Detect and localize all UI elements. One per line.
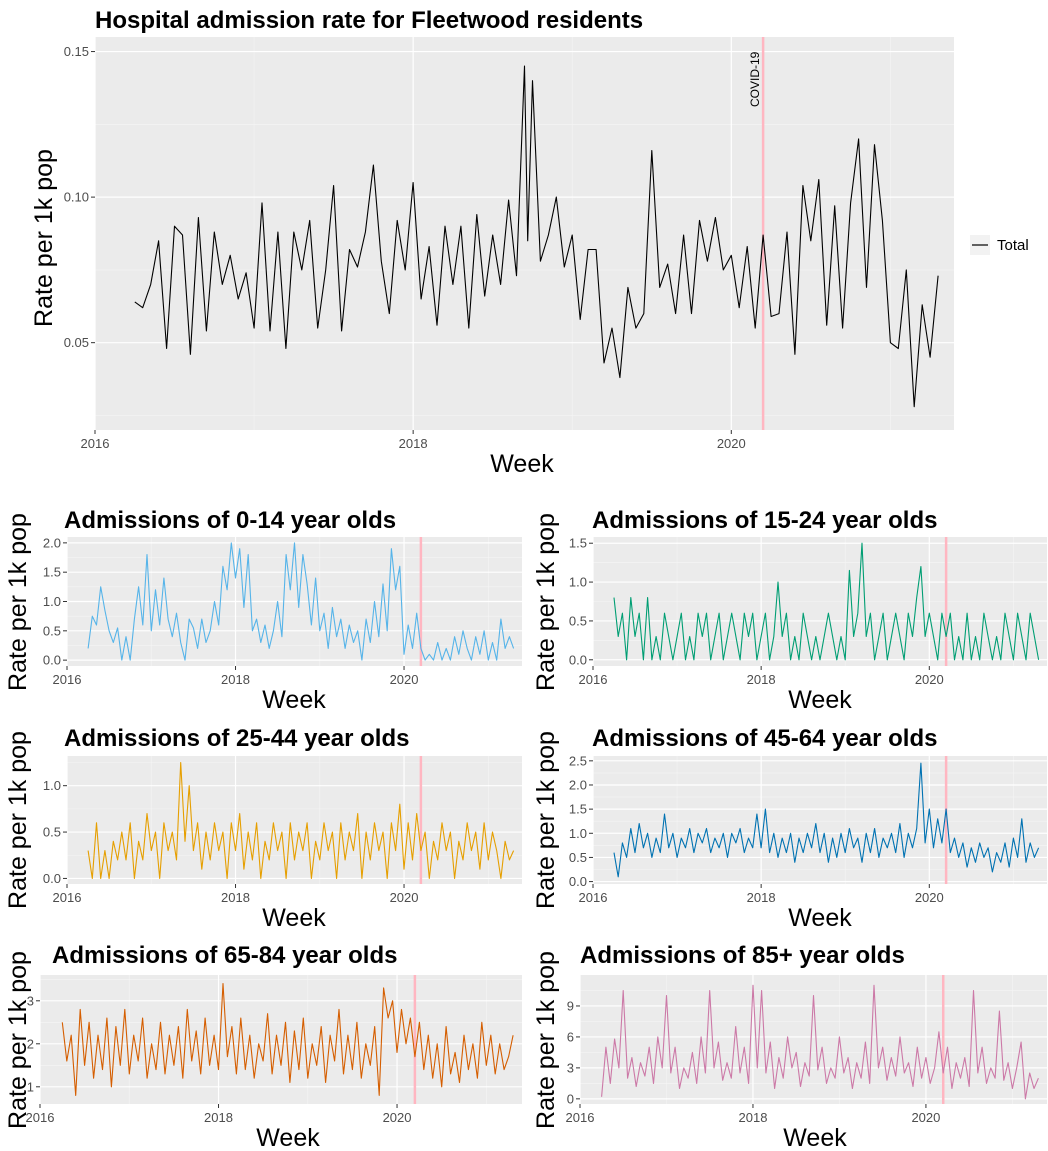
x-axis-label: Week bbox=[262, 904, 326, 932]
y-axis-label: Rate per 1k pop bbox=[4, 731, 32, 909]
y-tick-label: 0.15 bbox=[64, 44, 89, 59]
legend: Total bbox=[970, 235, 1029, 255]
x-tick-label: 2020 bbox=[383, 1110, 412, 1125]
y-axis-label: Rate per 1k pop bbox=[4, 951, 32, 1129]
x-tick-label: 2016 bbox=[81, 436, 110, 451]
x-axis-label: Week bbox=[262, 686, 326, 714]
x-tick-label: 2018 bbox=[221, 672, 250, 687]
chart-title: Admissions of 25-44 year olds bbox=[64, 725, 409, 752]
y-tick-label: 0.5 bbox=[43, 825, 61, 840]
x-tick-label: 2016 bbox=[579, 890, 608, 905]
y-tick-label: 0.05 bbox=[64, 335, 89, 350]
y-tick-label: 0.0 bbox=[569, 652, 587, 667]
plot-panel-background bbox=[67, 756, 522, 884]
chart-panel-5: 2016 2018 2020 1 2 3 Admissions of 65-84 year … bbox=[4, 942, 522, 1151]
y-axis-label: Rate per 1k pop bbox=[30, 149, 58, 327]
x-tick-label: 2020 bbox=[915, 890, 944, 905]
chart-panel-0: 2016 2018 2020 0.05 0.10 0.15 COVID-19 Hospital… bbox=[30, 7, 1029, 478]
x-tick-label: 2018 bbox=[747, 672, 776, 687]
chart-title: Admissions of 0-14 year olds bbox=[64, 507, 396, 534]
series-line-rate bbox=[87, 542, 515, 661]
y-tick-label: 1.0 bbox=[43, 778, 61, 793]
chart-title: Admissions of 85+ year olds bbox=[580, 942, 905, 969]
series-line-total bbox=[134, 65, 939, 408]
y-tick-label: 1.5 bbox=[43, 565, 61, 580]
y-tick-label: 0.0 bbox=[569, 874, 587, 889]
x-tick-label: 2018 bbox=[399, 436, 428, 451]
y-tick-label: 0.5 bbox=[569, 850, 587, 865]
x-tick-label: 2018 bbox=[204, 1110, 233, 1125]
x-axis-label: Week bbox=[788, 686, 852, 714]
chart-title: Admissions of 15-24 year olds bbox=[592, 507, 937, 534]
series-line-rate bbox=[87, 761, 515, 879]
plot-panel-background bbox=[40, 975, 522, 1104]
x-axis-label: Week bbox=[256, 1124, 320, 1151]
y-axis-label: Rate per 1k pop bbox=[4, 513, 32, 691]
x-tick-label: 2016 bbox=[26, 1110, 55, 1125]
covid-annotation-label: COVID-19 bbox=[748, 51, 762, 107]
plot-panel-background bbox=[593, 756, 1047, 884]
y-tick-label: 1.5 bbox=[569, 802, 587, 817]
y-tick-label: 1 bbox=[27, 1079, 34, 1094]
y-tick-label: 1.0 bbox=[569, 826, 587, 841]
x-tick-label: 2018 bbox=[221, 890, 250, 905]
x-axis-label: Week bbox=[788, 904, 852, 932]
y-tick-label: 0.5 bbox=[569, 613, 587, 628]
x-tick-label: 2018 bbox=[747, 890, 776, 905]
y-tick-label: 1.5 bbox=[569, 536, 587, 551]
x-tick-label: 2020 bbox=[390, 672, 419, 687]
y-tick-label: 1.0 bbox=[569, 575, 587, 590]
series-line-rate bbox=[601, 984, 1039, 1100]
y-axis-label: Rate per 1k pop bbox=[532, 513, 560, 691]
y-tick-label: 0.0 bbox=[43, 871, 61, 886]
chart-title: Hospital admission rate for Fleetwood re… bbox=[95, 7, 643, 34]
series-line-rate bbox=[61, 983, 514, 1096]
y-tick-label: 0 bbox=[567, 1091, 574, 1106]
y-tick-label: 2.5 bbox=[569, 753, 587, 768]
y-tick-label: 2.0 bbox=[43, 535, 61, 550]
y-tick-label: 9 bbox=[567, 998, 574, 1013]
x-tick-label: 2020 bbox=[717, 436, 746, 451]
chart-panel-6: 2016 2018 2020 0 3 6 9 Admissions of 85+ year o… bbox=[532, 942, 1047, 1151]
y-tick-label: 0.5 bbox=[43, 623, 61, 638]
y-tick-label: 6 bbox=[567, 1029, 574, 1044]
x-tick-label: 2020 bbox=[911, 1110, 940, 1125]
x-tick-label: 2020 bbox=[390, 890, 419, 905]
x-tick-label: 2016 bbox=[566, 1110, 595, 1125]
y-axis-label: Rate per 1k pop bbox=[532, 731, 560, 909]
plot-panel-background bbox=[580, 975, 1047, 1104]
y-tick-label: 3 bbox=[567, 1060, 574, 1075]
x-axis-label: Week bbox=[783, 1124, 847, 1151]
plot-panel-background bbox=[95, 37, 954, 430]
y-tick-label: 0.0 bbox=[43, 653, 61, 668]
series-line-rate bbox=[613, 762, 1040, 878]
chart-panel-3: 2016 2018 2020 0.0 0.5 1.0 Admissions of 25-44… bbox=[4, 725, 522, 932]
x-axis-label: Week bbox=[490, 450, 554, 478]
y-axis-label: Rate per 1k pop bbox=[532, 951, 560, 1129]
y-tick-label: 0.10 bbox=[64, 190, 89, 205]
y-tick-label: 2.0 bbox=[569, 777, 587, 792]
y-tick-label: 1.0 bbox=[43, 594, 61, 609]
series-line-rate bbox=[613, 542, 1040, 661]
x-tick-label: 2016 bbox=[53, 890, 82, 905]
x-tick-label: 2020 bbox=[915, 672, 944, 687]
x-tick-label: 2016 bbox=[579, 672, 608, 687]
chart-panel-4: 2016 2018 2020 0.0 0.5 1.0 1.5 2.0 2.5 Admissions… bbox=[532, 725, 1047, 932]
chart-title: Admissions of 65-84 year olds bbox=[52, 942, 397, 969]
x-tick-label: 2016 bbox=[53, 672, 82, 687]
y-tick-label: 3 bbox=[27, 993, 34, 1008]
x-tick-label: 2018 bbox=[739, 1110, 768, 1125]
chart-title: Admissions of 45-64 year olds bbox=[592, 725, 937, 752]
y-tick-label: 2 bbox=[27, 1036, 34, 1051]
chart-panel-2: 2016 2018 2020 0.0 0.5 1.0 1.5 Admissions of 15… bbox=[532, 507, 1047, 714]
legend-entry-label: Total bbox=[997, 237, 1029, 254]
